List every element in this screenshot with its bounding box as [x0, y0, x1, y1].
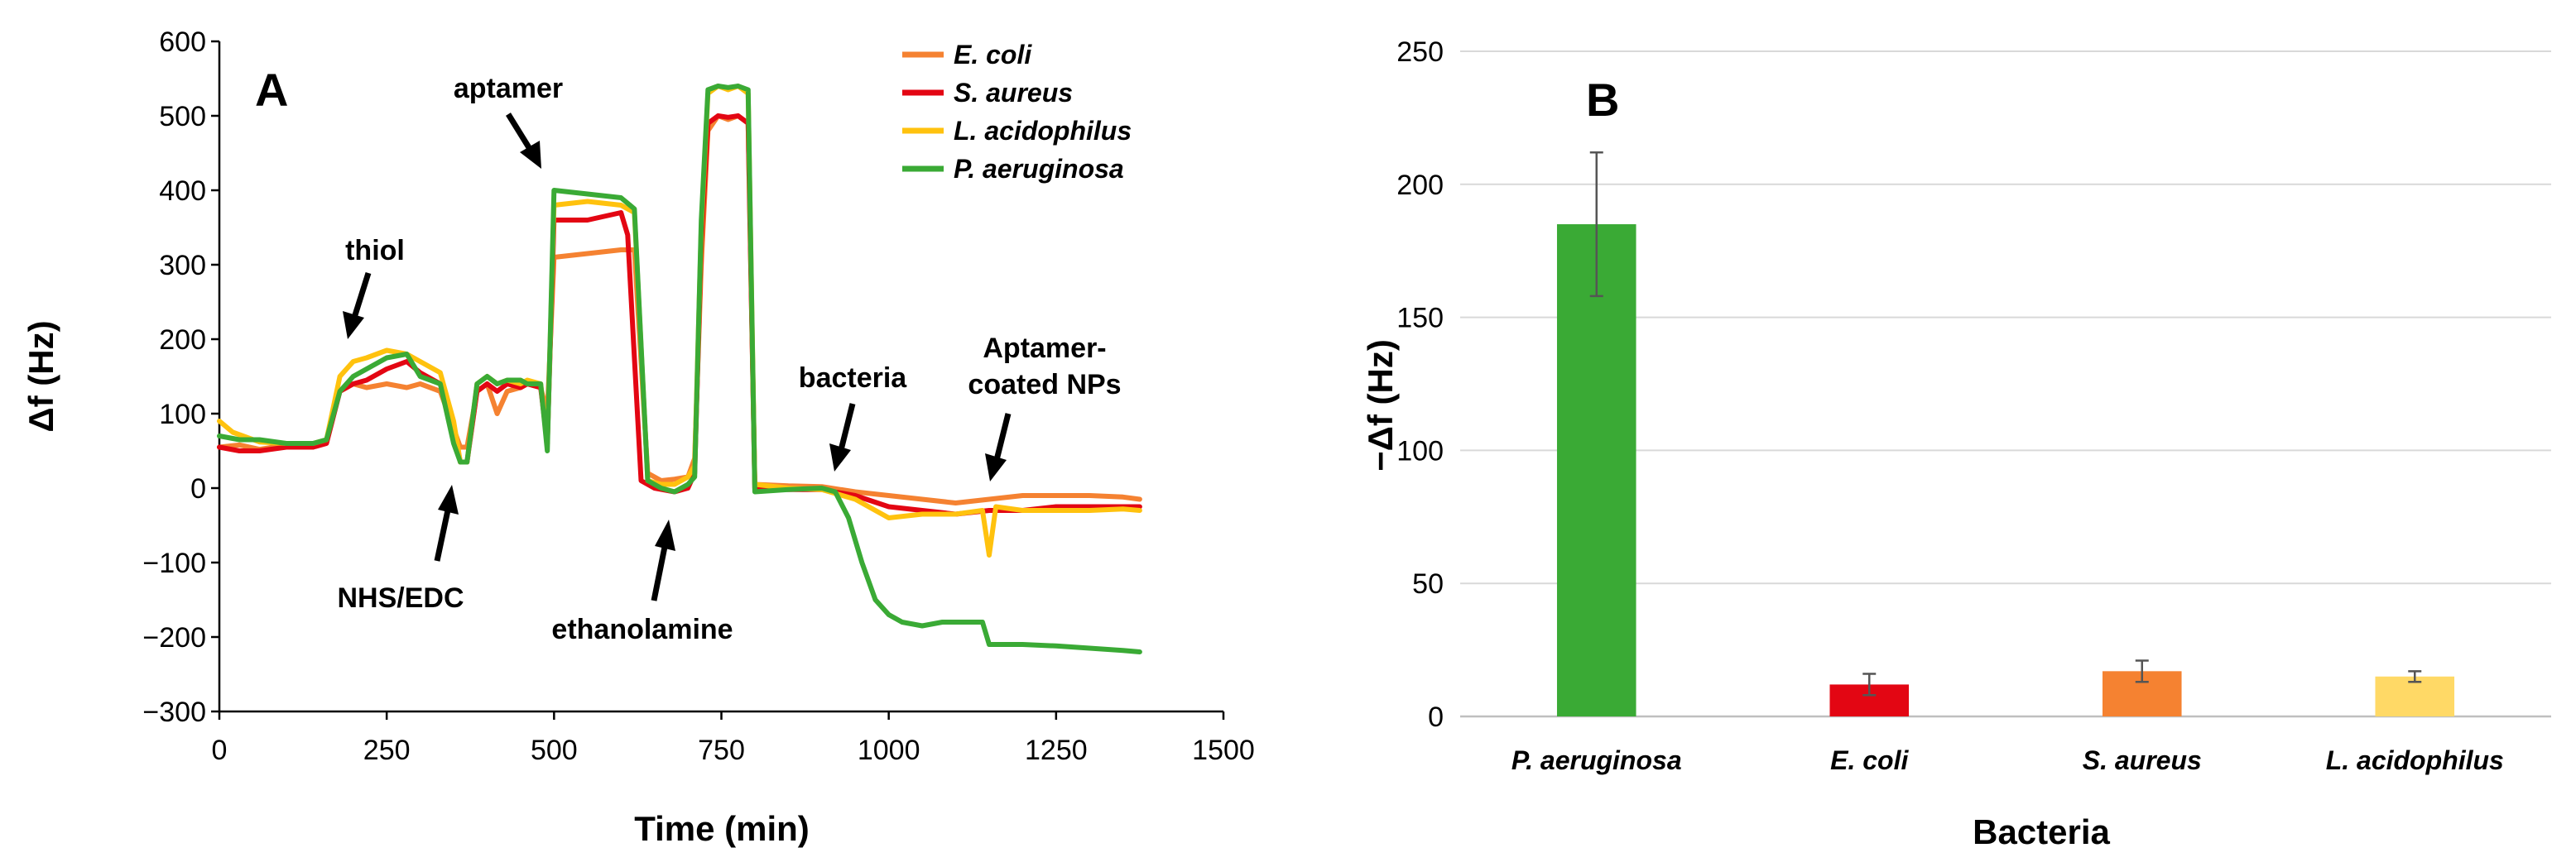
legend-label-l-acidophilus: L. acidophilus: [954, 116, 1132, 146]
panel-a-y-tick-label: −100: [142, 548, 206, 579]
arrowhead-bacteria: [829, 443, 851, 472]
legend-label-p-aeruginosa: P. aeruginosa: [954, 154, 1124, 184]
annotation-arrows: [343, 113, 1012, 601]
panel-b-category-label: S. aureus: [2083, 745, 2202, 775]
panel-b-y-axis-title: −Δf (Hz): [1361, 339, 1400, 472]
panel-b-y-tick-label: 200: [1396, 170, 1444, 201]
arrowhead-thiol: [343, 311, 364, 339]
panel-a-y-tick-label: 400: [159, 175, 206, 207]
series-line-p-aeruginosa: [217, 84, 1142, 654]
panel-a-x-axis-title: Time (min): [634, 809, 810, 848]
annotation-aptamer-coated-line1: Aptamer-: [983, 333, 1106, 364]
arrow-ethanolamine: [651, 542, 669, 601]
panel-b-category-label: E. coli: [1830, 745, 1909, 775]
panel-b-label: B: [1586, 74, 1619, 126]
panel-a-y-tick-label: −200: [142, 622, 206, 654]
panel-b-bar-chart: B Bacteria −Δf (Hz) 0 50 100 150 200 250 P. ae…: [1361, 36, 2551, 851]
legend-label-e-coli: E. coli: [954, 40, 1032, 69]
panel-a-y-tick-label: 200: [159, 324, 206, 356]
annotation-thiol: thiol: [345, 235, 405, 266]
panel-b-y-tick-label: 0: [1428, 702, 1444, 733]
panel-b-y-tick-label: 50: [1412, 568, 1444, 600]
panel-a-line-chart: A Time (min) Δf (Hz) thiol NHS/EDC aptam…: [22, 26, 1255, 848]
panel-a-y-axis-title: Δf (Hz): [22, 320, 60, 432]
arrow-aptamer: [506, 113, 532, 151]
panel-a-x-tick-label: 1000: [858, 735, 920, 766]
panel-a-x-tick-label: 750: [698, 735, 745, 766]
panel-a-y-tick-label: 100: [159, 399, 206, 430]
series-line-s-aureus: [217, 113, 1142, 517]
arrow-aptamer-coated: [993, 413, 1012, 461]
bar-p-aeruginosa: [1556, 224, 1636, 716]
arrowhead-aptamer: [520, 141, 541, 169]
panel-b-category-label: P. aeruginosa: [1511, 745, 1682, 775]
arrowhead-ethanolamine: [655, 520, 675, 551]
panel-b-y-tick-label: 250: [1396, 36, 1444, 68]
panel-a-y-tick-label: 600: [159, 26, 206, 58]
arrow-nhs-edc: [434, 505, 452, 562]
panel-a-x-tick-label: 250: [363, 735, 411, 766]
panel-a-x-tick-label: 0: [212, 735, 228, 766]
annotation-aptamer: aptamer: [454, 73, 563, 104]
legend-label-s-aureus: S. aureus: [954, 78, 1073, 108]
panel-b-y-tick-label: 150: [1396, 303, 1444, 334]
annotation-ethanolamine: ethanolamine: [551, 614, 733, 645]
arrowhead-aptamer-coated: [985, 453, 1007, 481]
panel-a-x-tick-label: 1250: [1025, 735, 1088, 766]
series-line-e-coli: [217, 113, 1142, 505]
panel-a-x-tick-label: 500: [531, 735, 578, 766]
panel-a-x-tick-label: 1500: [1192, 735, 1255, 766]
arrow-thiol: [351, 271, 372, 319]
series-line-l-acidophilus: [217, 84, 1142, 558]
annotation-aptamer-coated-line2: coated NPs: [968, 369, 1121, 400]
panel-a-y-tick-label: 500: [159, 101, 206, 132]
panel-b-category-label: L. acidophilus: [2326, 745, 2504, 775]
annotation-bacteria: bacteria: [799, 362, 907, 394]
panel-a-y-tick-label: −300: [142, 697, 206, 728]
panel-a-label: A: [255, 64, 288, 116]
arrowhead-nhs-edc: [438, 485, 459, 515]
panel-b-x-axis-title: Bacteria: [1973, 812, 2110, 851]
bar-l-acidophilus: [2375, 676, 2455, 716]
panel-a-y-tick-label: 300: [159, 250, 206, 281]
annotation-nhs-edc: NHS/EDC: [337, 582, 464, 614]
panel-b-y-tick-label: 100: [1396, 435, 1444, 467]
panel-a-y-tick-label: 0: [190, 473, 206, 505]
arrow-bacteria: [838, 403, 856, 451]
